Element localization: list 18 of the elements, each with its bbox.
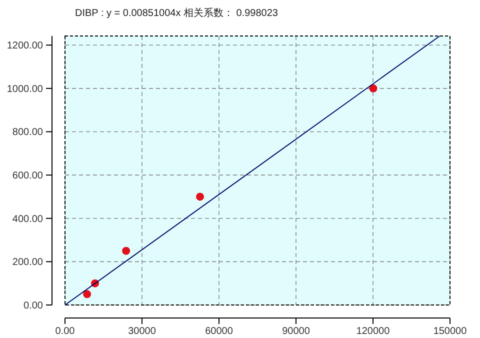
y-tick-label: 400.00 [12, 214, 44, 225]
point [83, 290, 92, 298]
y-tick-label: 1200.00 [6, 40, 44, 52]
y-tick-label: 200.00 [12, 257, 44, 268]
point [369, 84, 378, 92]
chart-title: DIBP : y = 0.00851004x 相关系数： 0.998023 [75, 7, 278, 19]
y-tick-label: 0.00 [24, 300, 44, 312]
point [122, 246, 130, 255]
x-tick-label: 120000 [356, 326, 390, 337]
x-tick-label: 30000 [128, 326, 156, 337]
x-tick-label: 60000 [205, 326, 234, 337]
point [196, 192, 204, 201]
x-tick-label: 90000 [282, 326, 310, 337]
y-tick-label: 1000.00 [6, 84, 44, 95]
y-tick-label: 800.00 [12, 127, 44, 138]
x-tick-label: 0.00 [55, 326, 76, 337]
y-tick-label: 600.00 [12, 170, 44, 182]
x-tick-label: 150000 [433, 326, 468, 337]
